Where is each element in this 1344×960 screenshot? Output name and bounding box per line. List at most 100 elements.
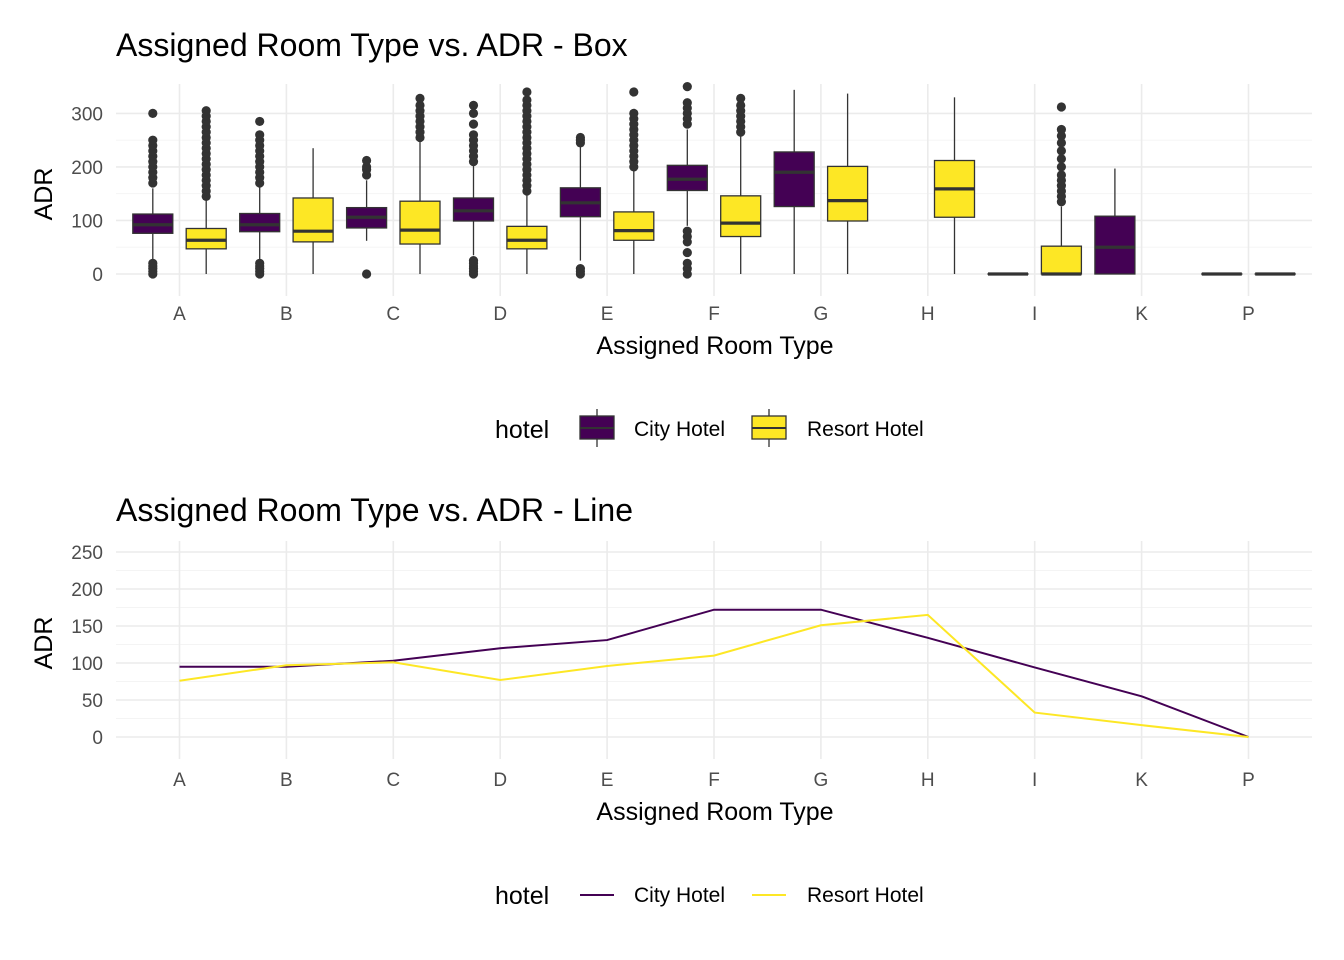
box-outlier-point [468, 108, 479, 118]
box-outlier-point [682, 98, 692, 108]
box-x-tick-label-d: D [493, 304, 507, 325]
line-x-tick-label-a: A [173, 770, 186, 791]
box-outlier-point [575, 132, 586, 143]
box-outlier-point [148, 135, 158, 145]
line-chart-y-axis-title: ADR [30, 617, 58, 670]
line-x-tick-label-b: B [280, 770, 293, 791]
line-y-tick-label: 100 [71, 654, 103, 675]
line-y-tick-label: 250 [71, 543, 103, 564]
box-city-hotel-e [559, 132, 602, 279]
box-chart-y-tick-labels: 0 100 200 300 [71, 104, 103, 286]
line-x-tick-label-f: F [708, 770, 720, 791]
box-resort-hotel-b [292, 148, 334, 274]
box-outlier-point [468, 130, 479, 140]
box-resort-hotel-d [506, 87, 548, 274]
box-legend-label-resort-hotel: Resort Hotel [807, 418, 924, 441]
box-outlier-point [522, 87, 532, 97]
box-chart-x-axis-title: Assigned Room Type [596, 332, 833, 360]
box-x-tick-label-h: H [921, 304, 935, 325]
box-x-tick-label-a: A [173, 304, 186, 325]
box-outlier-point [362, 269, 372, 279]
box-x-tick-label-i: I [1032, 304, 1037, 325]
box-outlier-point [1056, 146, 1066, 156]
line-chart-legend: hotel City Hotel Resort Hotel [495, 882, 924, 910]
box-outlier-point [682, 226, 692, 236]
box-chart-title: Assigned Room Type vs. ADR - Box [116, 27, 628, 63]
box-chart-boxes [132, 82, 1296, 279]
line-x-tick-label-h: H [921, 770, 935, 791]
box-outlier-point [468, 100, 479, 110]
box-x-tick-label-g: G [814, 304, 829, 325]
line-y-tick-label: 150 [71, 617, 103, 638]
box-outlier-point [575, 264, 586, 274]
box-outlier-point [415, 100, 425, 110]
box-resort-hotel-c [399, 93, 441, 274]
box-y-tick-label: 300 [71, 104, 103, 125]
box-legend-label-city-hotel: City Hotel [634, 418, 725, 441]
box-x-tick-label-b: B [280, 304, 293, 325]
box-outlier-point [522, 95, 532, 105]
box-outlier-point [255, 130, 265, 140]
box-outlier-point [468, 256, 479, 266]
box-city-hotel-k [1094, 168, 1136, 275]
box-resort-hotel-f [720, 93, 762, 274]
box-outlier-point [682, 247, 692, 258]
box-iqr-rect [292, 197, 334, 243]
box-iqr-rect [399, 200, 441, 245]
line-x-tick-label-k: K [1135, 770, 1148, 791]
box-outlier-point [201, 106, 211, 116]
box-chart-panel: Assigned Room Type vs. ADR - Box 0 100 200… [30, 27, 1312, 447]
box-chart-y-axis-title: ADR [30, 168, 58, 221]
box-resort-hotel-a [185, 106, 227, 274]
box-x-tick-label-f: F [708, 304, 720, 325]
box-outlier-point [736, 100, 746, 110]
line-legend-title: hotel [495, 882, 549, 910]
box-iqr-rect [613, 211, 655, 241]
box-outlier-point [1056, 102, 1066, 112]
box-iqr-rect [773, 151, 815, 208]
box-city-hotel-c [345, 155, 388, 279]
line-chart-series [179, 608, 1249, 738]
box-resort-hotel-e [613, 87, 655, 274]
box-outlier-point [148, 258, 158, 268]
line-x-tick-label-d: D [493, 770, 507, 791]
box-outlier-point [1056, 124, 1066, 135]
box-outlier-point [1056, 170, 1066, 180]
box-x-tick-label-p: P [1242, 304, 1255, 325]
box-x-tick-label-c: C [386, 304, 400, 325]
box-iqr-rect [1040, 245, 1083, 275]
box-iqr-rect [1094, 215, 1136, 275]
box-city-hotel-d [452, 100, 495, 279]
box-y-tick-label: 200 [71, 158, 103, 179]
box-legend-key-city-hotel [579, 409, 615, 447]
line-x-tick-label-e: E [601, 770, 614, 791]
box-outlier-point [362, 162, 372, 172]
box-city-hotel-g [773, 89, 815, 274]
box-iqr-rect [720, 195, 762, 238]
box-chart-gridlines [116, 84, 1312, 296]
box-y-tick-label: 100 [71, 211, 103, 232]
box-chart-legend: hotel City Hotel Resort Hotel [495, 409, 924, 447]
box-outlier-point [415, 93, 425, 104]
box-outlier-point [148, 108, 158, 118]
line-y-tick-label: 0 [92, 728, 103, 749]
box-resort-hotel-h [933, 97, 976, 274]
box-outlier-point [1056, 138, 1066, 148]
box-resort-hotel-i [1040, 102, 1083, 276]
line-x-tick-label-g: G [814, 770, 829, 791]
line-chart-gridlines [116, 541, 1312, 759]
box-outlier-point [255, 258, 265, 268]
line-x-tick-label-p: P [1242, 770, 1255, 791]
line-chart-title: Assigned Room Type vs. ADR - Line [116, 492, 633, 528]
line-chart-x-axis-title: Assigned Room Type [596, 798, 833, 826]
box-x-tick-label-e: E [601, 304, 614, 325]
box-iqr-rect [826, 165, 869, 222]
box-y-tick-label: 0 [92, 265, 103, 286]
box-outlier-point [629, 108, 639, 118]
box-outlier-point [468, 119, 479, 129]
box-outlier-point [736, 93, 746, 104]
line-x-tick-label-i: I [1032, 770, 1037, 791]
